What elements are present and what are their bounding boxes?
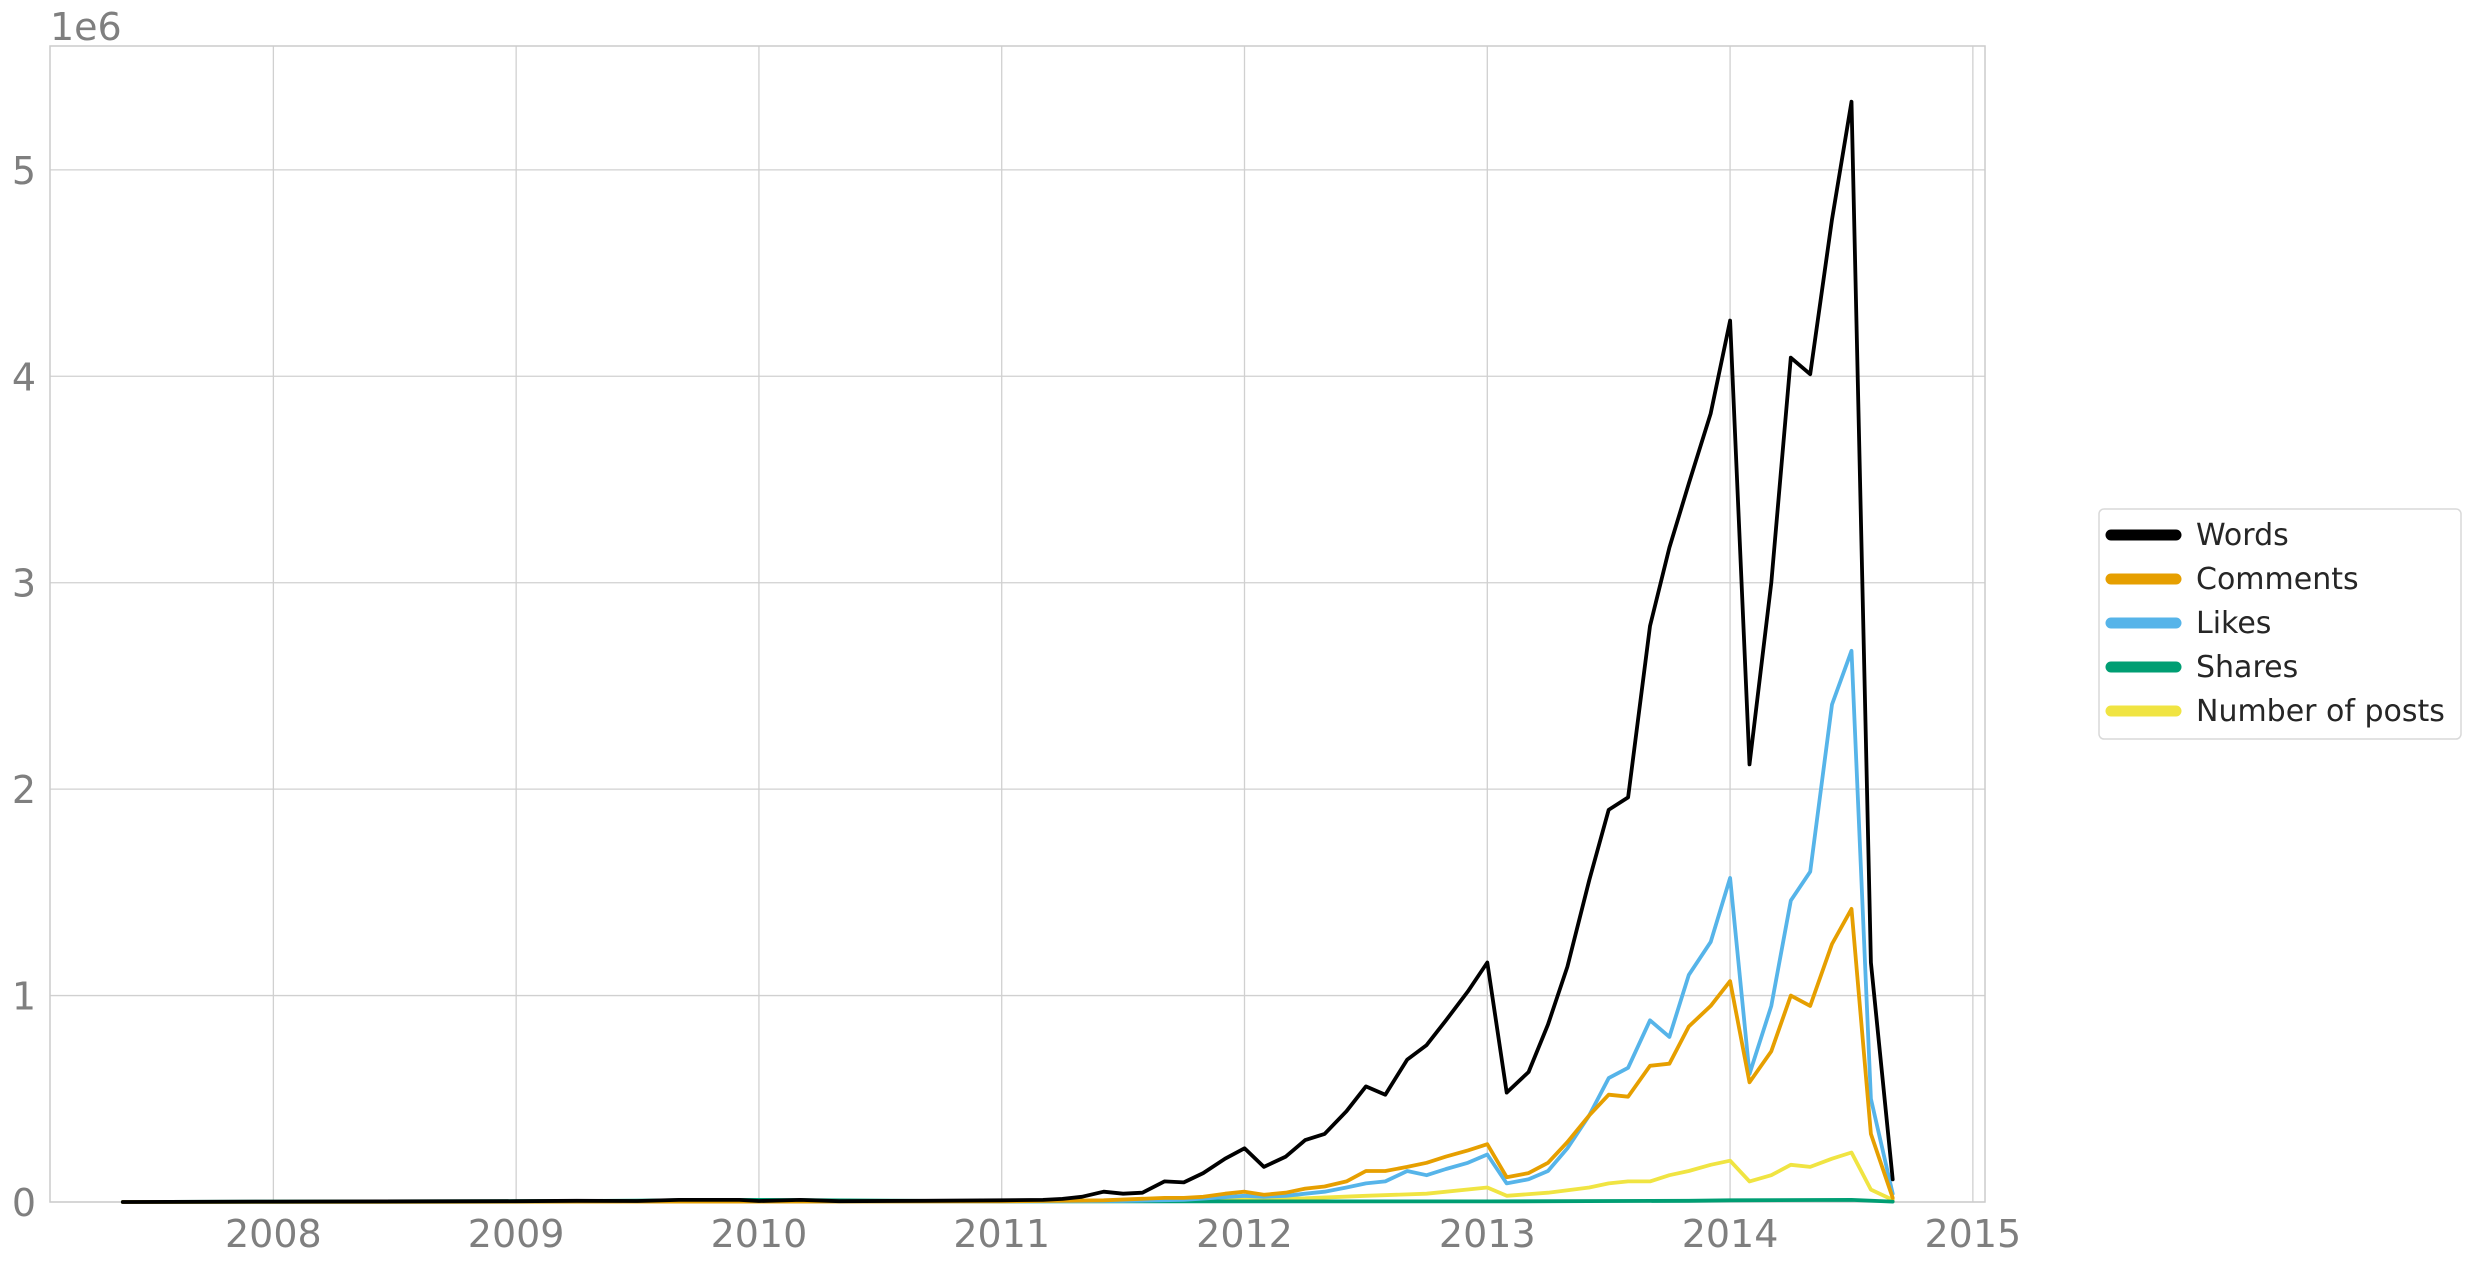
x-tick-label-2015: 2015 (1925, 1212, 2022, 1256)
y-tick-label-1: 1 (12, 975, 36, 1019)
series-line-words (120, 99, 1895, 1204)
legend-entries: Words Comments Likes Shares Number of posts (2105, 518, 2445, 729)
legend-label-shares: Shares (2196, 650, 2298, 685)
legend-label-words: Words (2196, 518, 2289, 553)
y-tick-label-4: 4 (12, 355, 36, 399)
y-tick-label-0: 0 (12, 1181, 36, 1225)
series-lines (120, 99, 1895, 1204)
y-tick-label-2: 2 (12, 768, 36, 812)
x-axis-tick-labels: 2008 2009 2010 2011 2012 2013 2014 2015 (225, 1212, 2021, 1256)
legend-box (2098, 508, 2462, 740)
y-axis-offset-label: 1e6 (50, 5, 122, 49)
legend: Words Comments Likes Shares Number of posts (2098, 508, 2462, 740)
y-axis-tick-labels: 0 1 2 3 4 5 (12, 149, 36, 1225)
x-tick-label-2012: 2012 (1196, 1212, 1293, 1256)
series-line-comments (120, 907, 1895, 1204)
y-tick-label-5: 5 (12, 149, 36, 193)
series-line-likes (120, 648, 1895, 1204)
x-tick-label-2013: 2013 (1439, 1212, 1536, 1256)
y-tick-label-3: 3 (12, 562, 36, 606)
x-tick-label-2009: 2009 (468, 1212, 565, 1256)
x-tick-label-2011: 2011 (953, 1212, 1050, 1256)
x-tick-label-2010: 2010 (711, 1212, 808, 1256)
legend-label-comments: Comments (2196, 562, 2359, 597)
legend-label-number-of-posts: Number of posts (2196, 694, 2445, 729)
legend-label-likes: Likes (2196, 606, 2271, 641)
x-tick-label-2008: 2008 (225, 1212, 322, 1256)
x-tick-label-2014: 2014 (1682, 1212, 1779, 1256)
